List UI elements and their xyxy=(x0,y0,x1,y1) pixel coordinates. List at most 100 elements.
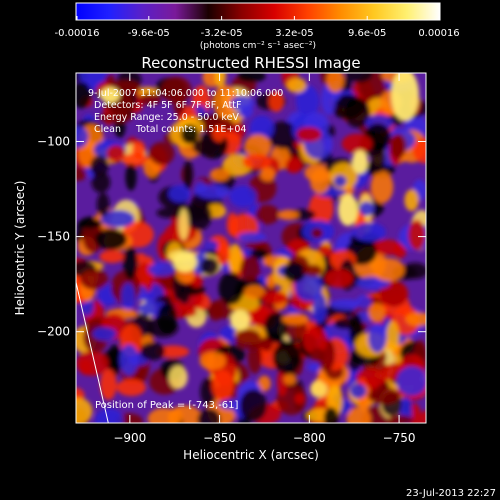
peak-position-label: Position of Peak = [-743,-61] xyxy=(95,400,239,411)
heatmap-blob xyxy=(244,134,272,160)
colorbar-tick-label: 9.6e-05 xyxy=(348,28,386,39)
heatmap-blob xyxy=(372,258,405,282)
heatmap-image xyxy=(76,73,426,423)
heatmap-blob xyxy=(310,347,325,363)
heatmap-blob xyxy=(368,303,386,322)
heatmap-blob xyxy=(168,185,191,203)
heatmap-blob xyxy=(200,257,219,276)
x-tick-label: −850 xyxy=(203,431,236,445)
heatmap-blob xyxy=(76,350,109,376)
heatmap-blob xyxy=(283,373,297,385)
heatmap-blob xyxy=(149,141,175,166)
heatmap-blob xyxy=(147,408,180,423)
heatmap-blob xyxy=(308,192,334,226)
heatmap-blob xyxy=(156,345,190,358)
heatmap-blob xyxy=(283,261,306,283)
heatmap-blob xyxy=(260,336,273,352)
heatmap-blob xyxy=(119,344,139,376)
heatmap-blob xyxy=(370,170,394,204)
heatmap-blob xyxy=(372,239,403,256)
heatmap-blob xyxy=(157,303,178,334)
y-tick-label: −150 xyxy=(37,230,70,244)
heatmap-blob xyxy=(250,248,268,260)
heatmap-blob xyxy=(100,210,135,228)
heatmap-blob xyxy=(324,268,354,288)
heatmap-blob xyxy=(330,299,364,310)
heatmap-blob xyxy=(309,380,328,398)
heatmap-blob xyxy=(408,219,426,251)
heatmap-blob xyxy=(91,171,111,193)
colorbar-tick-label: -0.00016 xyxy=(55,28,100,39)
heatmap-blob xyxy=(180,124,199,145)
heatmap-blob xyxy=(94,408,124,423)
heatmap-blob xyxy=(239,255,261,282)
axis-ticks: −900 −850 −800 −750 −200 −150 −100 xyxy=(37,73,426,445)
colorbar-tick-label: -3.2e-05 xyxy=(201,28,243,39)
heatmap-blob xyxy=(178,208,189,241)
heatmap-hotspot xyxy=(352,150,368,174)
heatmap-blob xyxy=(196,184,231,200)
heatmap-blob xyxy=(90,155,109,177)
heatmap-blob xyxy=(200,115,234,135)
colorbar-tick-label: 0.00016 xyxy=(418,28,459,39)
heatmap-blob xyxy=(294,393,305,405)
heatmap-blob xyxy=(199,351,226,371)
heatmap-blob xyxy=(106,145,126,163)
heatmap-blob xyxy=(379,280,409,307)
heatmap-blob xyxy=(121,283,136,310)
heatmap-blob xyxy=(345,73,374,83)
heatmap-blob xyxy=(404,189,419,212)
heatmap-blob xyxy=(296,126,322,142)
x-tick-label: −750 xyxy=(383,431,416,445)
heatmap-blob xyxy=(77,218,102,229)
heatmap-blob xyxy=(326,73,345,93)
annotation-clean-counts: Clean Total counts: 1.51E+04 xyxy=(94,124,246,135)
heatmap-blob xyxy=(204,240,218,252)
heatmap-blob xyxy=(268,90,284,112)
x-axis-label: Heliocentric X (arcsec) xyxy=(183,448,319,462)
heatmap-blob xyxy=(216,243,230,266)
x-tick-label: −900 xyxy=(113,431,146,445)
annotation-energy-range: Energy Range: 25.0 - 50.0 keV xyxy=(94,112,239,123)
heatmap-blob xyxy=(76,126,89,149)
heatmap-blob xyxy=(242,153,272,170)
heatmap-blob xyxy=(116,378,147,396)
heatmap-blob xyxy=(418,410,426,423)
heatmap-blob xyxy=(80,268,108,290)
heatmap-blob xyxy=(92,327,117,341)
heatmap-blob xyxy=(76,81,92,109)
colorbar: -0.00016 -9.6e-05 -3.2e-05 3.2e-05 9.6e-05 0.… xyxy=(55,2,460,51)
heatmap-blob xyxy=(255,204,280,225)
annotation-time-range: 9-Jul-2007 11:04:06.000 to 11:10:06.000 xyxy=(88,88,283,99)
heatmap-blob xyxy=(212,125,226,142)
heatmap-blob xyxy=(356,294,372,309)
heatmap-blob xyxy=(122,246,138,280)
heatmap-blob xyxy=(257,375,271,392)
heatmap-blob xyxy=(140,342,166,361)
heatmap-blob xyxy=(214,73,227,88)
heatmap-blob xyxy=(285,157,303,174)
heatmap-blob xyxy=(125,163,137,191)
heatmap-blob xyxy=(386,320,400,352)
heatmap-blob xyxy=(312,292,327,324)
heatmap-blob xyxy=(359,201,375,216)
heatmap-blob xyxy=(178,283,191,304)
heatmap-blob xyxy=(139,93,162,106)
heatmap-blob xyxy=(247,341,262,374)
heatmap-blob xyxy=(168,365,188,390)
heatmap-blob xyxy=(99,250,125,263)
heatmap-blob xyxy=(160,76,192,104)
heatmap-blob xyxy=(212,84,238,118)
heatmap-blob xyxy=(281,313,309,325)
colorbar-gradient xyxy=(75,2,441,21)
heatmap-blob xyxy=(272,341,302,375)
heatmap-blob xyxy=(264,312,288,342)
heatmap-blob xyxy=(183,159,194,190)
heatmap-hotspot xyxy=(173,252,197,272)
heatmap-blob xyxy=(309,168,331,194)
heatmap-blob xyxy=(295,85,320,118)
heatmap-blob xyxy=(100,368,117,400)
heatmap-blob xyxy=(122,153,149,167)
colorbar-tick-label: 3.2e-05 xyxy=(275,28,313,39)
plot-area: −900 −850 −800 −750 −200 −150 −100 9-Jul-2007 … xyxy=(37,72,427,445)
